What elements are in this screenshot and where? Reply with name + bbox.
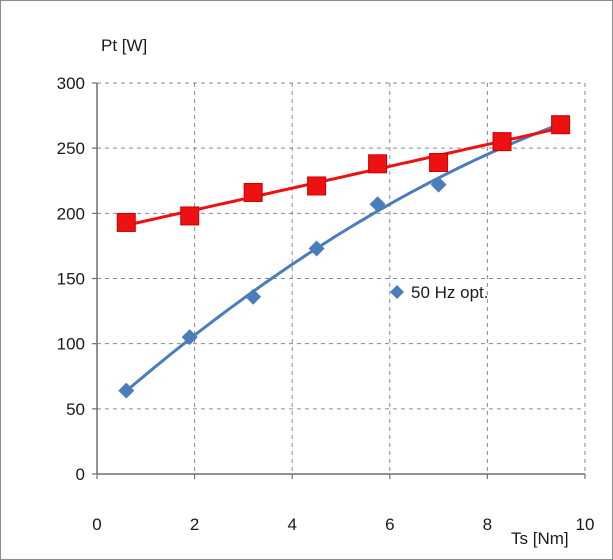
- axes: [92, 82, 586, 479]
- x-tick-label: 2: [190, 515, 199, 534]
- square-marker: [116, 212, 136, 232]
- x-tick-label: 0: [92, 515, 101, 534]
- y-tick-label: 250: [57, 139, 85, 158]
- data-markers: [116, 115, 571, 399]
- legend: 50 Hz opt.: [390, 283, 489, 302]
- diamond-marker: [308, 240, 325, 257]
- x-tick-label: 8: [483, 515, 492, 534]
- square-marker: [368, 154, 388, 174]
- square-marker: [429, 153, 449, 173]
- x-axis-label: Ts [Nm]: [511, 529, 569, 548]
- y-tick-label: 300: [57, 74, 85, 93]
- y-axis-label: Pt [W]: [101, 36, 147, 55]
- y-tick-label: 200: [57, 204, 85, 223]
- y-tick-label: 0: [76, 465, 85, 484]
- square-marker: [551, 115, 571, 135]
- diamond-marker: [245, 288, 262, 305]
- trendlines: [125, 122, 562, 393]
- square-marker: [180, 206, 200, 226]
- x-tick-label: 6: [385, 515, 394, 534]
- legend-label: 50 Hz opt.: [411, 283, 489, 302]
- x-tick-label: 10: [576, 515, 595, 534]
- diamond-marker: [181, 329, 198, 346]
- square-marker: [307, 176, 327, 196]
- y-tick-label: 150: [57, 270, 85, 289]
- tick-labels: 0 50 100 150 200 250 300 0 2 4 6 8 10: [57, 74, 595, 534]
- legend-diamond-icon: [390, 285, 404, 299]
- square-marker: [492, 132, 512, 152]
- y-tick-label: 100: [57, 335, 85, 354]
- x-tick-label: 4: [287, 515, 296, 534]
- grid: [97, 82, 586, 474]
- diamond-marker: [430, 176, 447, 193]
- trendline-series-1: [125, 122, 562, 393]
- diamond-marker: [369, 196, 386, 213]
- y-tick-label: 50: [66, 400, 85, 419]
- square-marker: [243, 182, 263, 202]
- diamond-marker: [118, 382, 135, 399]
